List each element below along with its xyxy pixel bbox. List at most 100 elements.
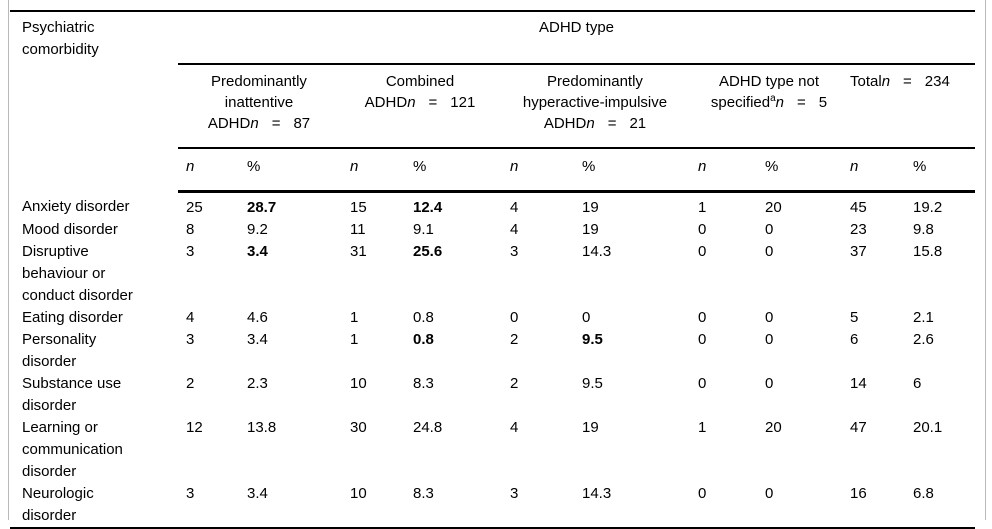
percent-symbol: % xyxy=(247,158,261,175)
subheader-pct: % xyxy=(408,148,500,193)
table-cell: 3 xyxy=(186,243,195,260)
n-symbol: n xyxy=(510,158,519,175)
count-prefix: Total xyxy=(850,73,882,90)
table-row: Substance use disorder 2 2.3 10 8.3 2 9.5 0 0 14 6 xyxy=(10,373,975,417)
n-symbol: n xyxy=(186,158,195,175)
table-cell: 5 xyxy=(850,309,859,326)
table-cell: 2.6 xyxy=(913,331,934,348)
n-symbol: n xyxy=(850,158,859,175)
equals-sign: = xyxy=(428,94,438,111)
table-cell: 28.7 xyxy=(247,199,277,216)
group-header-line: ADHD type not xyxy=(718,73,820,90)
table-cell: 19.2 xyxy=(913,199,943,216)
equals-sign: = xyxy=(797,94,806,111)
table-cell: 0 xyxy=(582,309,591,326)
row-label: Neurologic disorder xyxy=(10,483,178,528)
n-symbol: n xyxy=(881,73,891,90)
span-header-label: ADHD type xyxy=(539,19,615,36)
count-prefix: ADHD xyxy=(364,94,408,111)
table-cell: 9.8 xyxy=(913,221,934,238)
table-cell: 0 xyxy=(765,309,774,326)
table-cell: 3 xyxy=(510,243,519,260)
group-count: 234 xyxy=(924,73,950,90)
group-header-total: Totaln = 234 xyxy=(848,64,976,149)
row-label-text: Personality disorder xyxy=(22,331,97,370)
table-cell: 0 xyxy=(698,331,707,348)
table-cell: 0 xyxy=(698,243,707,260)
group-header-inattentive: Predominantly inattentive ADHDn = 87 xyxy=(178,64,340,149)
percent-symbol: % xyxy=(413,158,427,175)
table-cell: 6 xyxy=(913,375,922,392)
group-header-line: Predominantly xyxy=(547,73,643,90)
table-body: Anxiety disorder 25 28.7 15 12.4 4 19 1 20 45 19.2… xyxy=(10,192,975,529)
group-count-line: Totaln = 234 xyxy=(848,71,975,92)
percent-symbol: % xyxy=(582,158,596,175)
n-symbol: n xyxy=(407,94,416,111)
group-count: 21 xyxy=(629,115,647,132)
subheader-n: n xyxy=(500,148,575,193)
table-cell: 9.5 xyxy=(582,331,603,348)
table-cell: 19 xyxy=(582,221,599,238)
table-cell: 37 xyxy=(850,243,867,260)
equals-sign: = xyxy=(271,115,281,132)
header-row-span: Psychiatric comorbidity ADHD type xyxy=(10,11,976,65)
n-symbol: n xyxy=(698,158,707,175)
stub-header-label: Psychiatric comorbidity xyxy=(22,19,99,58)
subheader-pct: % xyxy=(908,148,976,193)
row-label: Substance use disorder xyxy=(10,373,178,417)
group-count: 5 xyxy=(818,94,828,111)
table-cell: 25 xyxy=(186,199,203,216)
table-cell: 10 xyxy=(350,485,367,502)
row-label-text: Eating disorder xyxy=(22,309,123,326)
subheader-n: n xyxy=(690,148,760,193)
table-row: Personality disorder 3 3.4 1 0.8 2 9.5 0 0 6 2.6 xyxy=(10,329,975,373)
percent-symbol: % xyxy=(913,158,927,175)
table-cell: 15 xyxy=(350,199,367,216)
table-row: Eating disorder 4 4.6 1 0.8 0 0 0 0 5 2.1 xyxy=(10,307,975,329)
table-cell: 19 xyxy=(582,419,599,436)
table-cell: 23 xyxy=(850,221,867,238)
table-cell: 14.3 xyxy=(582,243,612,260)
subheader-pct: % xyxy=(760,148,848,193)
group-count-line: ADHDn = 87 xyxy=(178,113,340,134)
equals-sign: = xyxy=(607,115,617,132)
table-cell: 2.1 xyxy=(913,309,934,326)
subheader-n: n xyxy=(340,148,408,193)
table-cell: 4.6 xyxy=(247,309,268,326)
table-cell: 8.3 xyxy=(413,485,434,502)
row-label: Mood disorder xyxy=(10,219,178,241)
table-cell: 3 xyxy=(510,485,519,502)
table-cell: 4 xyxy=(510,221,519,238)
subheader-n: n xyxy=(848,148,908,193)
table-cell: 2.3 xyxy=(247,375,268,392)
group-header-line: hyperactive-impulsive xyxy=(522,94,668,111)
table-cell: 3.4 xyxy=(247,243,268,260)
group-header-not-specified: ADHD type not specifiedan = 5 xyxy=(690,64,848,149)
stub-header-cell: Psychiatric comorbidity xyxy=(10,11,178,192)
table-cell: 14 xyxy=(850,375,867,392)
count-prefix: ADHD xyxy=(207,115,251,132)
table-cell: 1 xyxy=(698,199,707,216)
table-cell: 6.8 xyxy=(913,485,934,502)
table-cell: 0 xyxy=(765,221,774,238)
row-label: Personality disorder xyxy=(10,329,178,373)
table-cell: 3 xyxy=(186,485,195,502)
table-cell: 15.8 xyxy=(913,243,943,260)
table-cell: 13.8 xyxy=(247,419,277,436)
row-label-text: Disruptive behaviour or conduct disorder xyxy=(22,243,133,304)
table-cell: 16 xyxy=(850,485,867,502)
table-cell: 11 xyxy=(350,221,366,238)
table-cell: 30 xyxy=(350,419,367,436)
table-cell: 0 xyxy=(698,221,707,238)
subheader-pct: % xyxy=(575,148,690,193)
row-label-text: Substance use disorder xyxy=(22,375,122,414)
footnote-marker: a xyxy=(770,93,776,104)
table-cell: 8 xyxy=(186,221,195,238)
table-cell: 0 xyxy=(765,485,774,502)
group-count: 87 xyxy=(293,115,311,132)
table-cell: 1 xyxy=(350,331,359,348)
table-row: Disruptive behaviour or conduct disorder… xyxy=(10,241,975,307)
table-cell: 0 xyxy=(765,243,774,260)
table-cell: 9.2 xyxy=(247,221,268,238)
table-cell: 1 xyxy=(698,419,707,436)
